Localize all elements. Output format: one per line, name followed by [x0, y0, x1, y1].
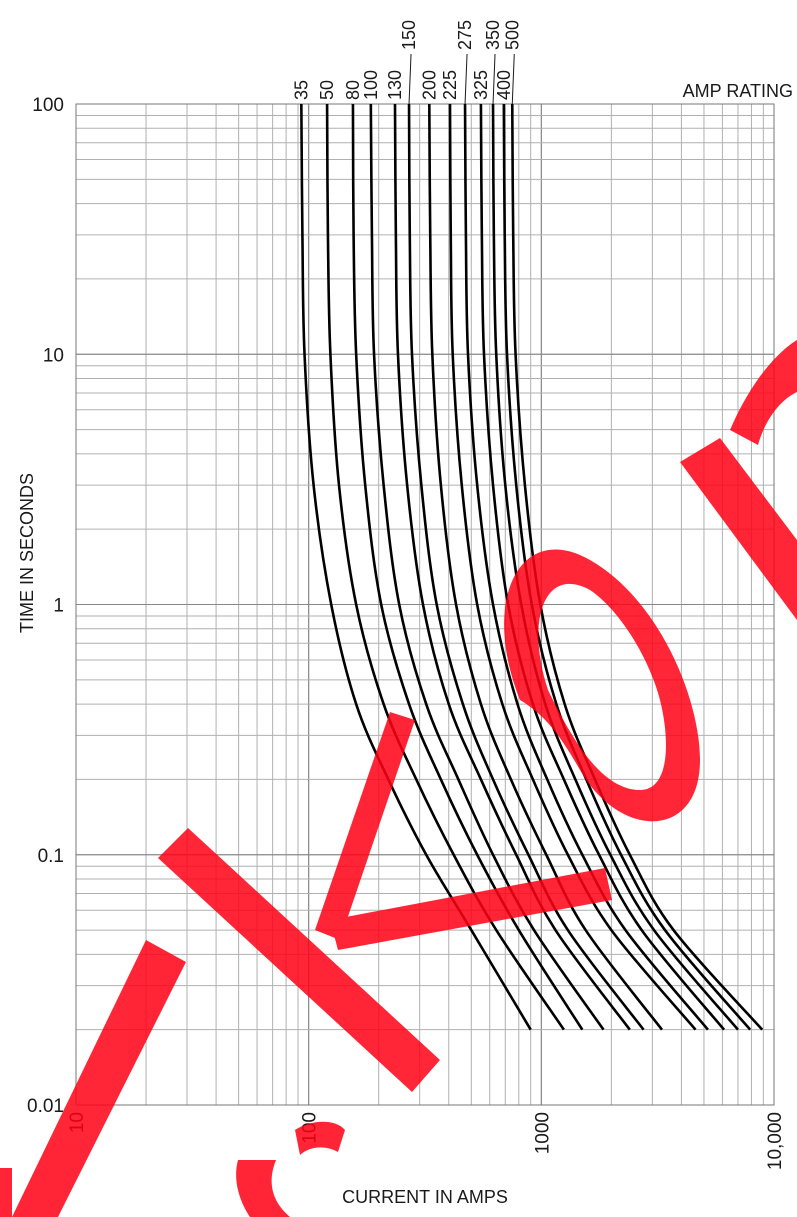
watermark-stroke [730, 340, 797, 445]
curve-35a [300, 103, 532, 1031]
y-tick-label: 10 [43, 345, 64, 366]
amp-rating-label-150: 150 [399, 20, 419, 50]
plot-frame [75, 103, 775, 1106]
y-tick-label: 1 [53, 596, 64, 617]
x-axis-label: CURRENT IN AMPS [342, 1187, 508, 1207]
amp-rating-label-275: 275 [455, 20, 475, 50]
watermark-stroke [12, 940, 186, 1217]
amp-label-leader [511, 53, 515, 105]
amp-rating-label-225: 225 [440, 70, 460, 100]
amp-rating-label-500: 500 [502, 20, 522, 50]
watermark-stroke [295, 1121, 345, 1155]
curve-80a [351, 103, 584, 1031]
y-tick-label: 100 [32, 95, 64, 116]
amp-label-leader [408, 53, 412, 105]
curve-400a [502, 103, 752, 1031]
x-tick-label: 10,000 [765, 1112, 786, 1170]
y-tick-label: 0.01 [27, 1096, 64, 1117]
watermark-stroke [315, 712, 415, 940]
watermark-stroke [236, 1160, 290, 1217]
y-axis-label: TIME IN SECONDS [17, 473, 37, 633]
amp-rating-label-100: 100 [361, 70, 381, 100]
watermark-stroke [0, 1168, 12, 1217]
amp-rating-label-50: 50 [317, 80, 337, 100]
watermark-stroke [330, 868, 612, 950]
amp-rating-label-400: 400 [494, 70, 514, 100]
amp-rating-label-325: 325 [471, 70, 491, 100]
curve-50a [325, 103, 565, 1031]
x-tick-label: 1000 [532, 1112, 553, 1154]
amp-label-leader [464, 53, 468, 105]
watermark-stroke [158, 828, 440, 1092]
watermark-stroke [504, 549, 700, 822]
curve-500a [510, 103, 764, 1031]
amp-rating-label-350: 350 [483, 20, 503, 50]
amp-label-leader [492, 53, 496, 105]
amp-rating-label-35: 35 [291, 80, 311, 100]
watermark-logo [0, 340, 797, 1217]
amp-rating-label-130: 130 [385, 70, 405, 100]
watermark-stroke [680, 438, 797, 620]
y-tick-label: 0.1 [38, 846, 64, 867]
amp-rating-label-80: 80 [343, 80, 363, 100]
amp-rating-label-200: 200 [419, 70, 439, 100]
grid [75, 103, 775, 1106]
legend-title: AMP RATING [683, 81, 793, 101]
